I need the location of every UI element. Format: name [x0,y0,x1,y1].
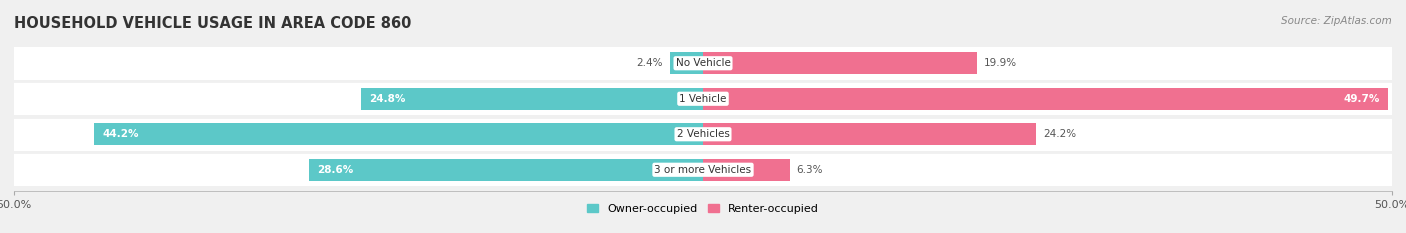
Text: HOUSEHOLD VEHICLE USAGE IN AREA CODE 860: HOUSEHOLD VEHICLE USAGE IN AREA CODE 860 [14,16,412,31]
Text: 28.6%: 28.6% [318,165,353,175]
Bar [669,52,703,74]
Text: 24.8%: 24.8% [370,94,406,104]
Text: 44.2%: 44.2% [103,129,139,139]
Text: 24.2%: 24.2% [1043,129,1077,139]
Text: Source: ZipAtlas.com: Source: ZipAtlas.com [1281,16,1392,26]
Bar [703,88,1388,110]
Bar [309,159,703,181]
Text: 19.9%: 19.9% [984,58,1017,68]
Bar [14,82,1392,115]
Bar [703,52,977,74]
Bar [703,159,790,181]
Legend: Owner-occupied, Renter-occupied: Owner-occupied, Renter-occupied [582,199,824,218]
Bar [14,118,1392,151]
Text: 49.7%: 49.7% [1343,94,1379,104]
Bar [361,88,703,110]
Text: 2 Vehicles: 2 Vehicles [676,129,730,139]
Text: 3 or more Vehicles: 3 or more Vehicles [654,165,752,175]
Text: 1 Vehicle: 1 Vehicle [679,94,727,104]
Text: 2.4%: 2.4% [637,58,664,68]
Bar [14,47,1392,80]
Bar [703,123,1036,145]
Bar [94,123,703,145]
Bar [14,153,1392,186]
Text: No Vehicle: No Vehicle [675,58,731,68]
Text: 6.3%: 6.3% [797,165,823,175]
